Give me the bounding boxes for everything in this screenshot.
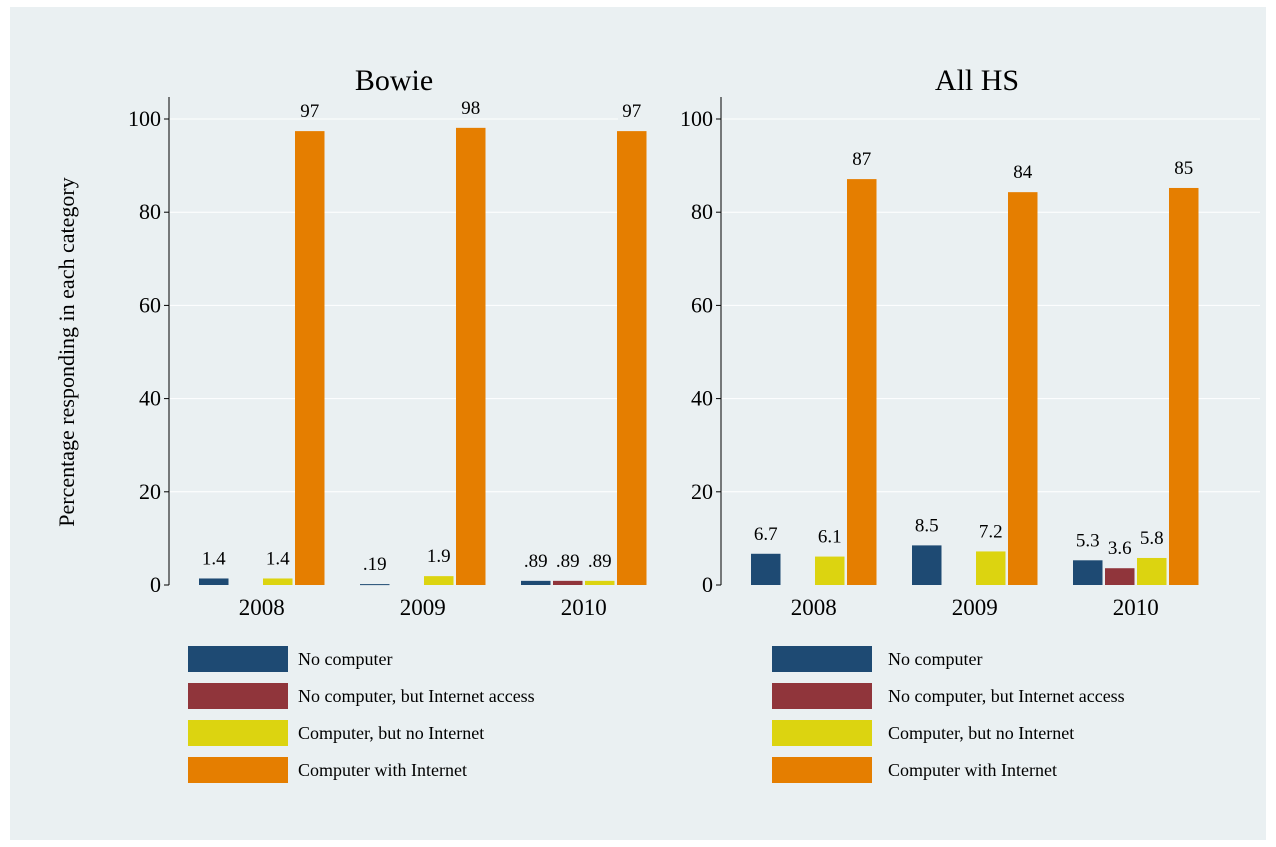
bar-data-label: 8.5 [915,515,939,536]
bar-computer-but-no-internet [585,580,615,585]
legend-swatch [772,720,872,746]
bar-data-label: 5.3 [1076,530,1100,551]
bar-data-label: 6.1 [818,527,842,548]
legend-label: Computer, but no Internet [888,723,1074,743]
legend-swatch [188,720,288,746]
legend-swatch [772,646,872,672]
bar-data-label: .89 [524,551,548,572]
legend-swatch [188,646,288,672]
legend-label: No computer, but Internet access [298,686,535,706]
bar-data-label: 98 [461,98,480,119]
y-tick-label: 20 [139,479,161,504]
bar-data-label: 87 [852,149,871,170]
bar-no-computer [199,578,229,585]
y-tick-label: 100 [680,106,713,131]
bar-no-computer [751,553,781,585]
chart-canvas: Bowie 0 20 40 60 80 100 Percentage responding i… [10,7,1266,840]
legend-label: Computer with Internet [888,760,1057,780]
x-tick-label: 2009 [400,595,446,620]
bar-data-label: 97 [300,101,319,122]
x-tick-label: 2008 [239,595,285,620]
bar-data-label: 3.6 [1108,538,1132,559]
legend-label: Computer, but no Internet [298,723,484,743]
bar-computer-but-no-internet [815,556,845,585]
y-tick-label: 80 [691,199,713,224]
chart-title: All HS [935,64,1019,97]
bar-data-label: 1.4 [266,548,290,569]
y-tick-label: 20 [691,479,713,504]
bar-data-label: 1.9 [427,546,451,567]
x-tick-label: 2010 [561,595,607,620]
bar-computer-with-internet [847,179,877,585]
legend-label: Computer with Internet [298,760,467,780]
legend-swatch [772,683,872,709]
bar-data-label: 84 [1013,162,1033,183]
bar-computer-but-no-internet [976,551,1006,585]
x-tick-label: 2009 [952,595,998,620]
y-tick-label: 40 [139,386,161,411]
bar-computer-with-internet [1008,192,1038,586]
y-tick-label: 0 [150,572,161,597]
bar-no-computer [521,580,551,585]
legend-swatch [188,757,288,783]
bar-data-label: 97 [622,101,641,122]
bar-computer-but-no-internet [424,576,454,585]
bar-computer-but-no-internet [263,578,293,585]
y-tick-label: 100 [128,106,161,131]
legend-label: No computer, but Internet access [888,686,1125,706]
bar-computer-with-internet [1169,187,1199,585]
bar-no-computer-but-internet-access [553,580,583,585]
legend-label: No computer [298,649,392,669]
bar-no-computer [912,545,942,585]
bar-charts-figure: Bowie 0 20 40 60 80 100 Percentage responding i… [54,64,1260,783]
legend-label: No computer [888,649,982,669]
bar-no-computer-but-internet-access [1105,568,1135,585]
y-axis-title: Percentage responding in each category [54,177,79,526]
y-tick-label: 0 [702,572,713,597]
x-tick-label: 2008 [791,595,837,620]
legend-swatch [188,683,288,709]
bar-data-label: .89 [588,551,612,572]
bar-no-computer [1073,560,1103,585]
bar-computer-with-internet [295,131,325,585]
y-tick-label: 80 [139,199,161,224]
y-tick-label: 60 [139,292,161,317]
bar-data-label: 5.8 [1140,528,1164,549]
bar-data-label: 85 [1174,158,1193,179]
x-tick-label: 2010 [1113,595,1159,620]
bar-data-label: 6.7 [754,524,778,545]
y-tick-label: 40 [691,386,713,411]
bar-computer-but-no-internet [1137,557,1167,585]
legend-swatch [772,757,872,783]
bar-no-computer [360,584,390,586]
bar-computer-with-internet [617,131,647,585]
y-tick-label: 60 [691,292,713,317]
bar-data-label: .19 [363,554,387,575]
chart-title: Bowie [355,64,433,97]
bar-computer-with-internet [456,127,486,585]
bar-data-label: .89 [556,551,580,572]
bar-data-label: 1.4 [202,548,226,569]
bar-data-label: 7.2 [979,521,1003,542]
